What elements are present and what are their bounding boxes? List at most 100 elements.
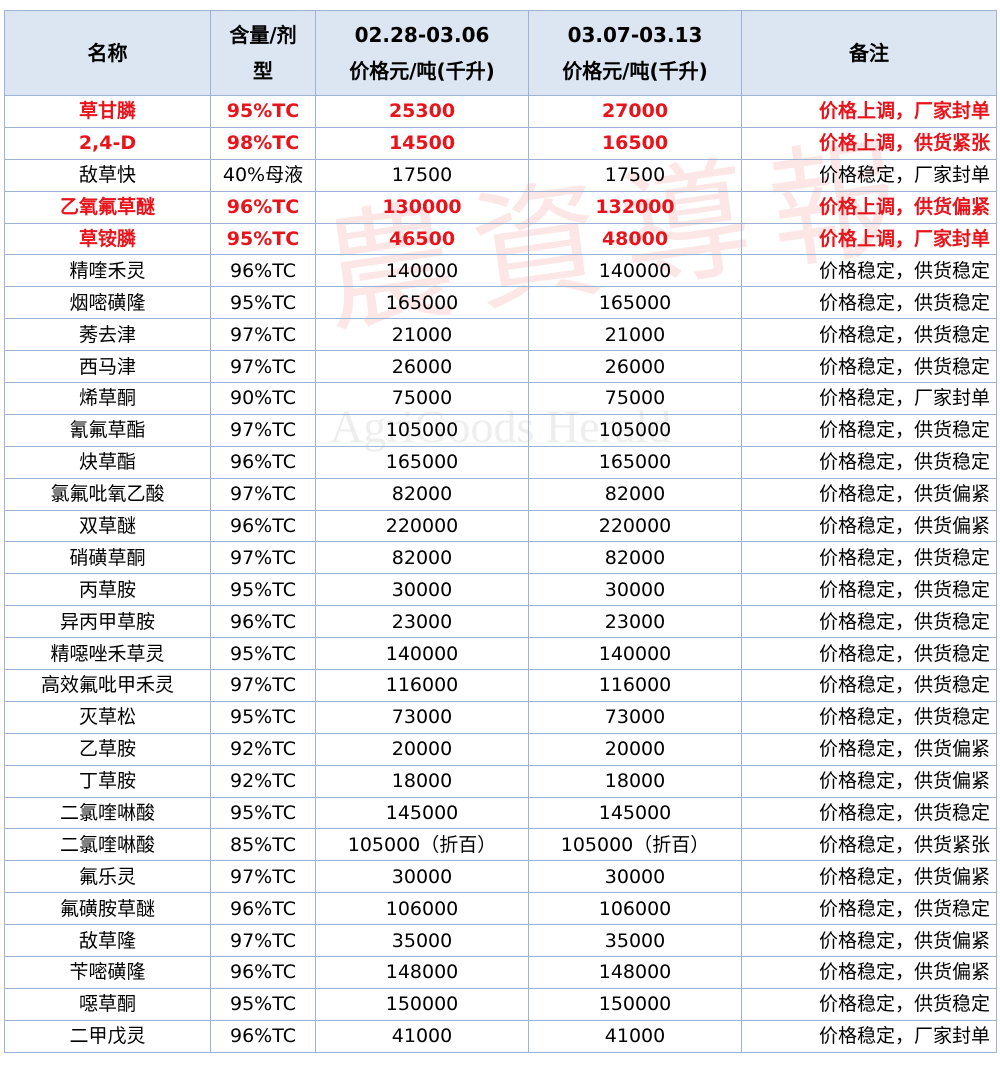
table-cell: 西马津	[4, 350, 211, 384]
table-cell: 82000	[528, 541, 742, 575]
table-cell: 95%TC	[210, 637, 316, 671]
table-cell: 17500	[315, 158, 529, 192]
table-cell: 106000	[528, 892, 742, 926]
table-cell: 82000	[315, 477, 529, 511]
table-cell: 95%TC	[210, 95, 316, 128]
table-row: 精噁唑禾草灵 95%TC 140000 140000 价格稳定，供货稳定	[4, 637, 997, 671]
table-cell: 140000	[315, 637, 529, 671]
table-row: 莠去津 97%TC 21000 21000 价格稳定，供货稳定	[4, 318, 997, 352]
price-table: 名称 含量/剂型 02.28-03.06 价格元/吨(千升) 03.07-03.1…	[4, 10, 997, 1053]
table-row: 双草醚 96%TC 220000 220000 价格稳定，供货偏紧	[4, 509, 997, 543]
table-cell: 95%TC	[210, 573, 316, 607]
table-row: 高效氟吡甲禾灵 97%TC 116000 116000 价格稳定，供货稳定	[4, 669, 997, 702]
table-cell: 150000	[315, 987, 529, 1021]
table-cell: 95%TC	[210, 796, 316, 830]
table-row: 二氯喹啉酸 95%TC 145000 145000 价格稳定，供货稳定	[4, 796, 997, 830]
table-row: 氟磺胺草醚 96%TC 106000 106000 价格稳定，供货稳定	[4, 892, 997, 926]
table-cell: 价格上调，厂家封单	[741, 222, 997, 256]
table-cell: 97%TC	[210, 860, 316, 894]
table-row: 异丙甲草胺 96%TC 23000 23000 价格稳定，供货稳定	[4, 605, 997, 639]
table-cell: 价格稳定，供货稳定	[741, 987, 997, 1021]
table-cell: 130000	[315, 190, 529, 224]
table-cell: 18000	[528, 764, 742, 798]
table-cell: 价格稳定，供货偏紧	[741, 764, 997, 798]
table-cell: 价格稳定，供货稳定	[741, 637, 997, 671]
table-cell: 30000	[315, 860, 529, 894]
table-cell: 148000	[528, 956, 742, 989]
table-cell: 165000	[528, 286, 742, 320]
table-row: 氟乐灵 97%TC 30000 30000 价格稳定，供货偏紧	[4, 860, 997, 894]
table-cell: 48000	[528, 222, 742, 256]
header-cell: 02.28-03.06 价格元/吨(千升)	[315, 10, 529, 96]
table-cell: 价格稳定，供货稳定	[741, 286, 997, 320]
table-cell: 30000	[528, 573, 742, 607]
table-row: 丁草胺 92%TC 18000 18000 价格稳定，供货偏紧	[4, 764, 997, 798]
table-cell: 二氯喹啉酸	[4, 828, 211, 862]
table-cell: 价格稳定，供货偏紧	[741, 732, 997, 766]
table-cell: 105000	[528, 413, 742, 447]
table-cell: 73000	[315, 700, 529, 734]
table-cell: 2,4-D	[4, 126, 211, 160]
table-cell: 95%TC	[210, 700, 316, 734]
table-row: 草甘膦 95%TC 25300 27000 价格上调，厂家封单	[4, 95, 997, 128]
table-cell: 105000	[315, 413, 529, 447]
table-row: 氯氟吡氧乙酸 97%TC 82000 82000 价格稳定，供货偏紧	[4, 477, 997, 511]
table-cell: 145000	[315, 796, 529, 830]
table-cell: 46500	[315, 222, 529, 256]
table-cell: 21000	[315, 318, 529, 352]
table-cell: 高效氟吡甲禾灵	[4, 669, 211, 702]
table-cell: 价格稳定，厂家封单	[741, 382, 997, 415]
table-cell: 150000	[528, 987, 742, 1021]
table-cell: 苄嘧磺隆	[4, 956, 211, 989]
table-cell: 145000	[528, 796, 742, 830]
table-cell: 30000	[315, 573, 529, 607]
table-cell: 90%TC	[210, 382, 316, 415]
table-cell: 价格稳定，供货稳定	[741, 318, 997, 352]
table-cell: 82000	[315, 541, 529, 575]
table-cell: 165000	[315, 286, 529, 320]
table-cell: 95%TC	[210, 222, 316, 256]
table-cell: 17500	[528, 158, 742, 192]
table-cell: 异丙甲草胺	[4, 605, 211, 639]
table-cell: 96%TC	[210, 445, 316, 479]
table-cell: 92%TC	[210, 764, 316, 798]
table-cell: 乙氧氟草醚	[4, 190, 211, 224]
table-cell: 97%TC	[210, 350, 316, 384]
table-row: 2,4-D 98%TC 14500 16500 价格上调，供货紧张	[4, 126, 997, 160]
table-row: 炔草酯 96%TC 165000 165000 价格稳定，供货稳定	[4, 445, 997, 479]
table-cell: 价格稳定，供货稳定	[741, 892, 997, 926]
table-cell: 灭草松	[4, 700, 211, 734]
table-row: 草铵膦 95%TC 46500 48000 价格上调，厂家封单	[4, 222, 997, 256]
table-cell: 精喹禾灵	[4, 254, 211, 288]
table-cell: 35000	[528, 924, 742, 958]
table-row: 烟嘧磺隆 95%TC 165000 165000 价格稳定，供货稳定	[4, 286, 997, 320]
table-cell: 草甘膦	[4, 95, 211, 128]
table-cell: 23000	[315, 605, 529, 639]
table-cell: 35000	[315, 924, 529, 958]
table-row: 二氯喹啉酸 85%TC 105000（折百） 105000（折百） 价格稳定，供货紧张	[4, 828, 997, 862]
table-cell: 96%TC	[210, 190, 316, 224]
table-cell: 价格稳定，供货偏紧	[741, 860, 997, 894]
table-cell: 140000	[528, 637, 742, 671]
table-cell: 41000	[315, 1019, 529, 1053]
table-cell: 220000	[315, 509, 529, 543]
table-row: 乙草胺 92%TC 20000 20000 价格稳定，供货偏紧	[4, 732, 997, 766]
table-cell: 丁草胺	[4, 764, 211, 798]
table-cell: 价格稳定，供货稳定	[741, 350, 997, 384]
table-cell: 148000	[315, 956, 529, 989]
header-text: 备注	[849, 41, 889, 65]
header-cell: 03.07-03.13 价格元/吨(千升)	[528, 10, 742, 96]
table-cell: 85%TC	[210, 828, 316, 862]
table-cell: 105000（折百）	[315, 828, 529, 862]
table-row: 丙草胺 95%TC 30000 30000 价格稳定，供货稳定	[4, 573, 997, 607]
table-cell: 21000	[528, 318, 742, 352]
header-text: 价格元/吨(千升)	[562, 59, 708, 83]
table-cell: 精噁唑禾草灵	[4, 637, 211, 671]
table-cell: 26000	[315, 350, 529, 384]
table-cell: 165000	[528, 445, 742, 479]
table-row: 烯草酮 90%TC 75000 75000 价格稳定，厂家封单	[4, 382, 997, 415]
table-cell: 41000	[528, 1019, 742, 1053]
table-cell: 价格稳定，供货偏紧	[741, 924, 997, 958]
header-text: 名称	[87, 41, 128, 65]
